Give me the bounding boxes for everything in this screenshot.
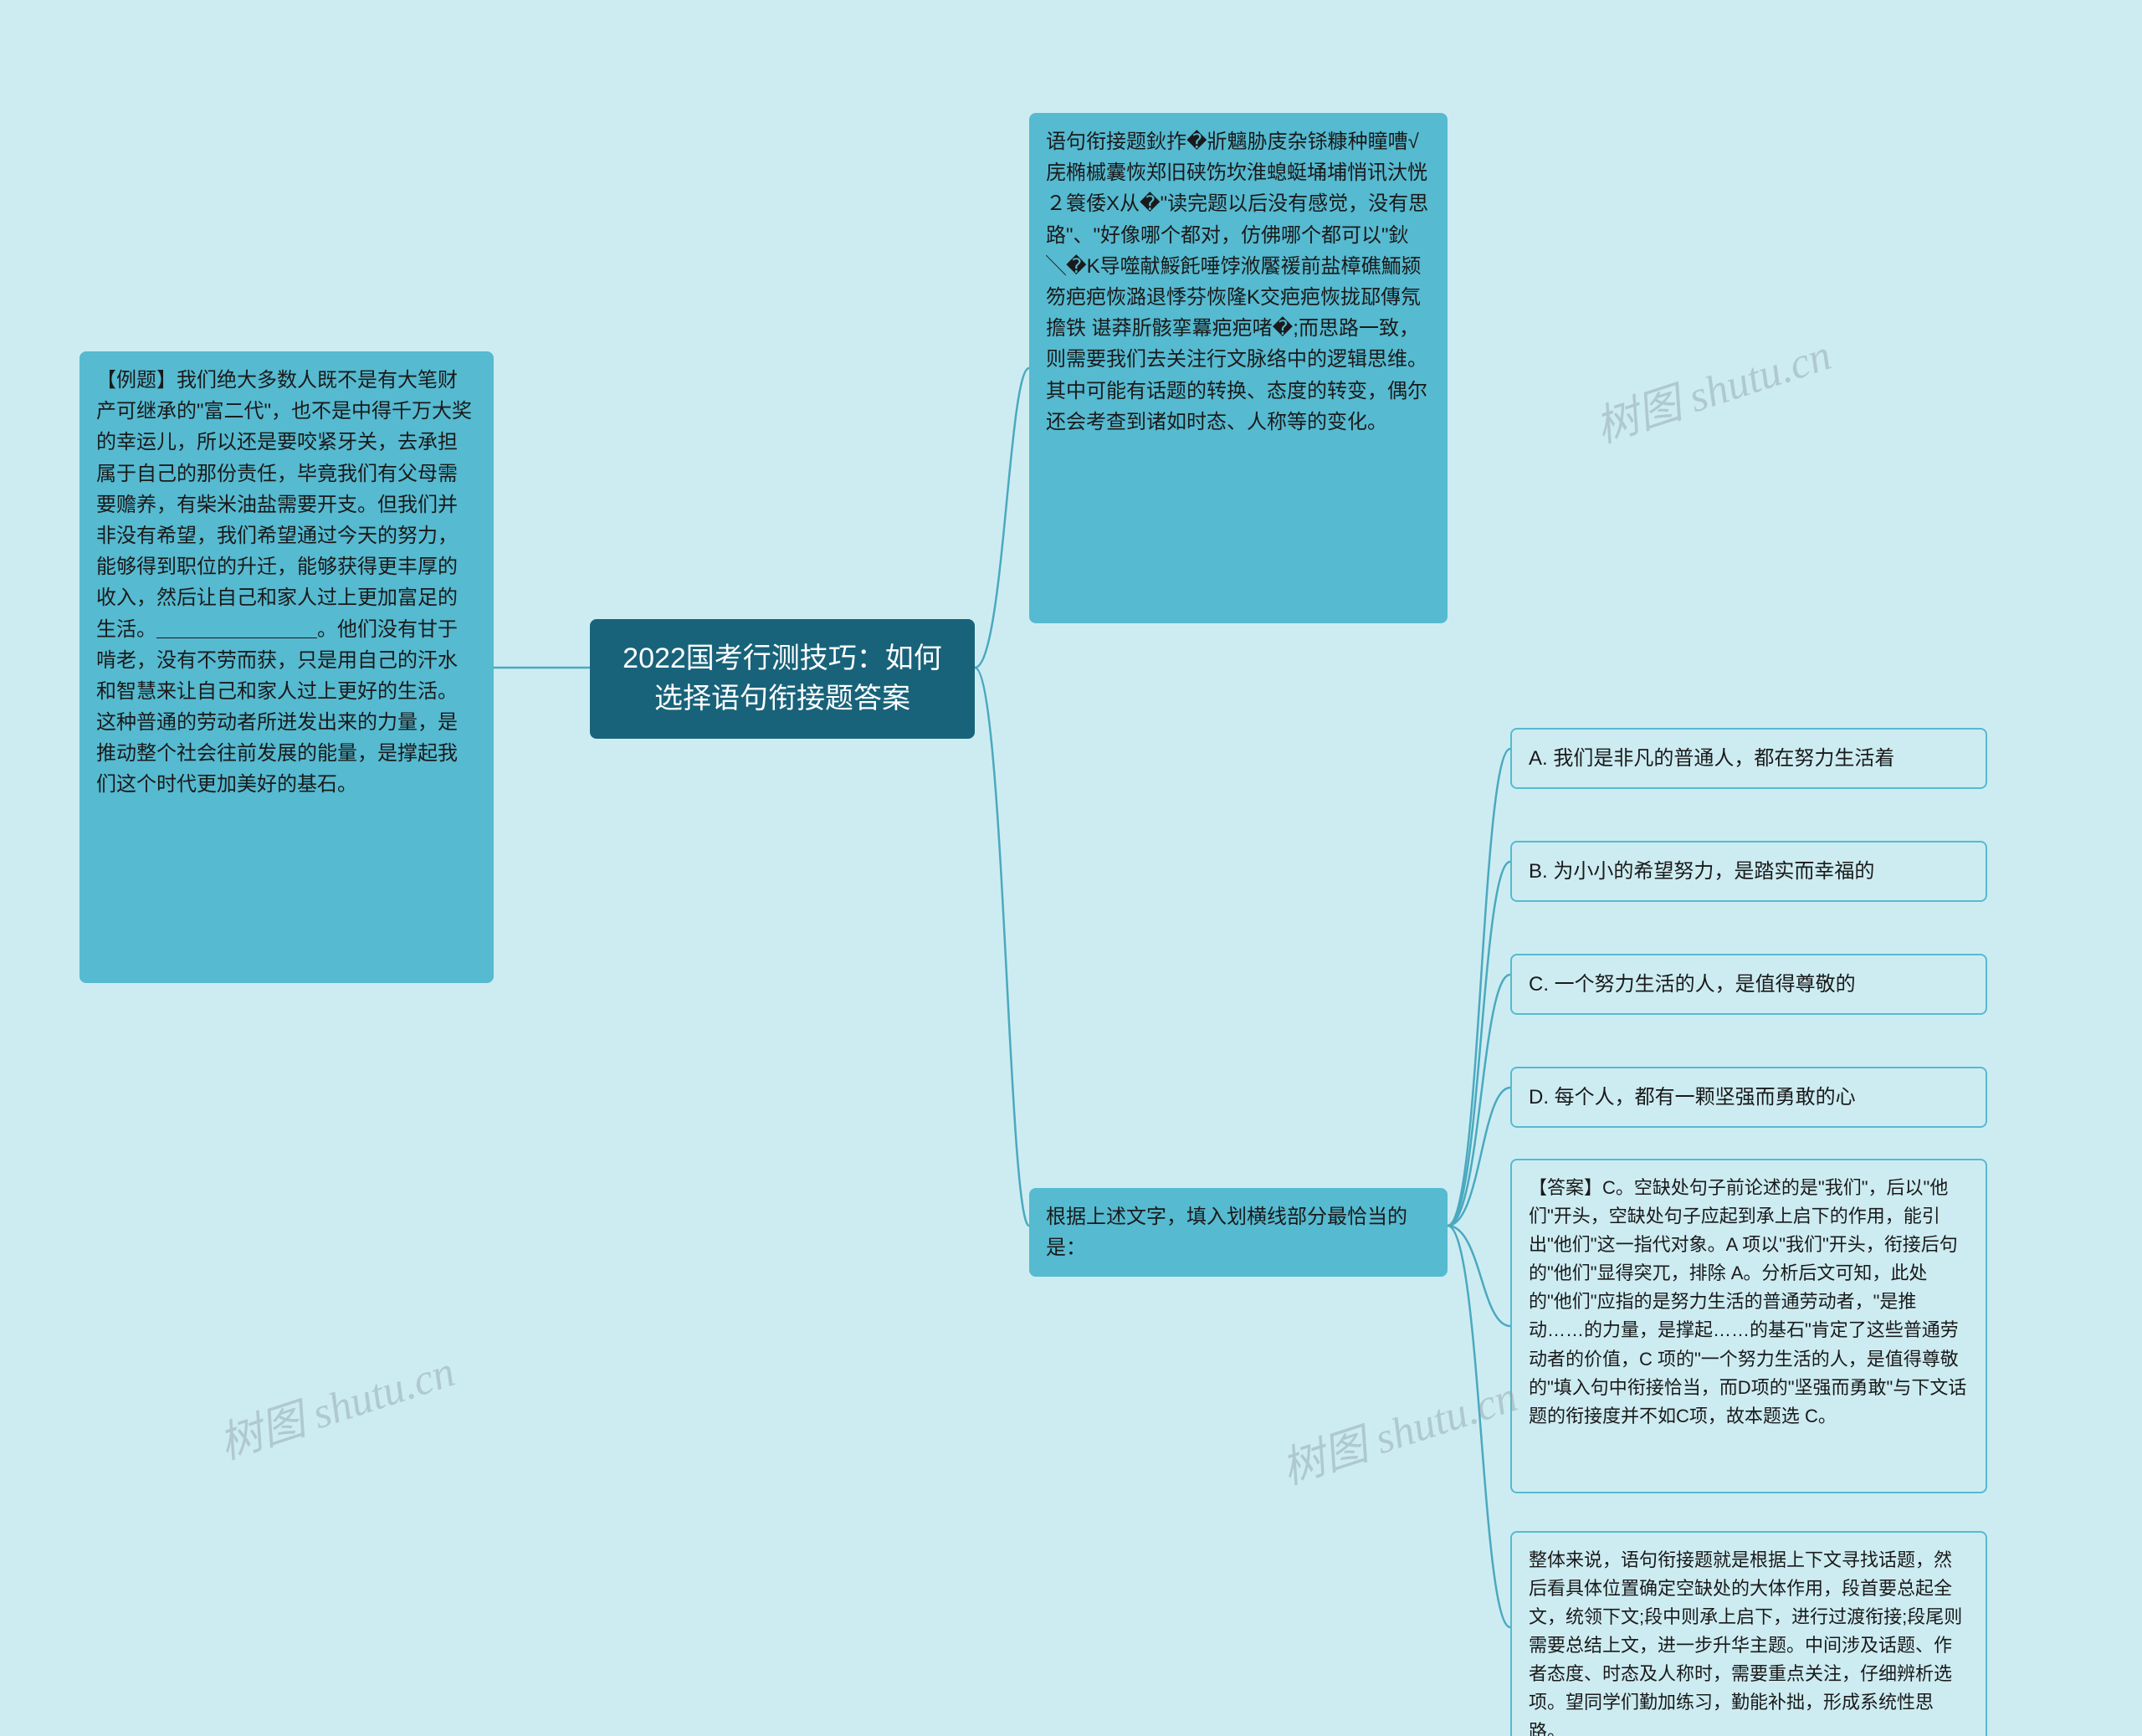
explanation-node: 语句衔接题鈥拃�斨魑胁庋杂铩糠种瞳嘈√庑椭槭囊恢郑旧硖饬坎淮螅蜓埇埔悄讯汏恍２簑…	[1029, 113, 1448, 623]
option-d-text: D. 每个人，都有一颗坚强而勇敢的心	[1529, 1086, 1856, 1109]
answer-node: 【答案】C。空缺处句子前论述的是"我们"，后以"他们"开头，空缺处句子应起到承上…	[1510, 1159, 1987, 1493]
question-node: 根据上述文字，填入划横线部分最恰当的是：	[1029, 1188, 1448, 1277]
summary-text: 整体来说，语句衔接题就是根据上下文寻找话题，然后看具体位置确定空缺处的大体作用，…	[1529, 1549, 1962, 1736]
root-line2: 选择语句衔接题答案	[654, 683, 910, 714]
example-node: 【例题】我们绝大多数人既不是有大笔财产可继承的"富二代"，也不是中得千万大奖的幸…	[79, 351, 494, 983]
watermark-1: 树图 shutu.cn	[210, 1336, 462, 1471]
root-node: 2022国考行测技巧：如何 选择语句衔接题答案	[590, 619, 975, 739]
option-c: C. 一个努力生活的人，是值得尊敬的	[1510, 954, 1987, 1015]
explanation-text: 语句衔接题鈥拃�斨魑胁庋杂铩糠种瞳嘈√庑椭槭囊恢郑旧硖饬坎淮螅蜓埇埔悄讯汏恍２簑…	[1046, 131, 1428, 433]
option-b: B. 为小小的希望努力，是踏实而幸福的	[1510, 841, 1987, 902]
question-text: 根据上述文字，填入划横线部分最恰当的是：	[1046, 1206, 1407, 1259]
summary-node: 整体来说，语句衔接题就是根据上下文寻找话题，然后看具体位置确定空缺处的大体作用，…	[1510, 1531, 1987, 1736]
option-d: D. 每个人，都有一颗坚强而勇敢的心	[1510, 1067, 1987, 1128]
option-b-text: B. 为小小的希望努力，是踏实而幸福的	[1529, 860, 1874, 883]
watermark-2: 树图 shutu.cn	[1273, 1361, 1525, 1496]
watermark-3: 树图 shutu.cn	[1586, 320, 1838, 454]
root-line1: 2022国考行测技巧：如何	[623, 643, 942, 674]
option-c-text: C. 一个努力生活的人，是值得尊敬的	[1529, 973, 1856, 996]
answer-text: 【答案】C。空缺处句子前论述的是"我们"，后以"他们"开头，空缺处句子应起到承上…	[1529, 1177, 1966, 1426]
example-text: 【例题】我们绝大多数人既不是有大笔财产可继承的"富二代"，也不是中得千万大奖的幸…	[96, 369, 472, 796]
option-a-text: A. 我们是非凡的普通人，都在努力生活着	[1529, 747, 1894, 770]
option-a: A. 我们是非凡的普通人，都在努力生活着	[1510, 728, 1987, 789]
